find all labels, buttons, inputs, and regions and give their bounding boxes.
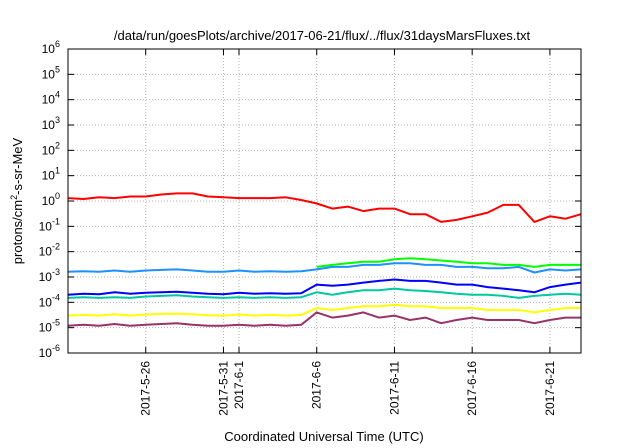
- y-tick-label: 106: [42, 39, 60, 56]
- y-tick-label: 10-6: [39, 343, 60, 360]
- y-tick-exponent: -3: [52, 267, 60, 277]
- y-axis-label-superscript: 2: [9, 195, 19, 200]
- y-tick-label: 10-2: [39, 242, 60, 259]
- series-line-1: [67, 192, 582, 223]
- series-line-6: [67, 303, 581, 317]
- x-tick-label: 2017-6-21: [543, 361, 557, 416]
- y-tick-exponent: 5: [55, 64, 60, 74]
- grid-lines: [68, 49, 581, 353]
- plot-frame: [67, 48, 582, 354]
- series-line-2: [316, 257, 581, 268]
- x-axis-ticks: 2017-5-26 2017-5-31 2017-6-1 2017-6-6 2017-6…: [139, 49, 557, 416]
- y-tick-label: 10-4: [39, 292, 60, 309]
- y-tick-exponent: 0: [55, 191, 60, 201]
- x-tick-label: 2017-6-11: [387, 361, 401, 415]
- y-tick-label: 102: [42, 140, 60, 157]
- y-tick-exponent: -4: [52, 292, 60, 302]
- chart-title: /data/run/goesPlots/archive/2017-06-21/f…: [114, 28, 531, 43]
- x-tick-label: 2017-5-31: [216, 361, 230, 416]
- y-axis-label-suffix: -s-sr-MeV: [10, 137, 25, 194]
- y-tick-base: 10: [42, 118, 56, 132]
- y-tick-base: 10: [39, 245, 53, 259]
- y-axis-label-prefix: protons/cm: [10, 200, 25, 264]
- y-tick-exponent: -5: [52, 318, 60, 328]
- y-tick-label: 10-1: [39, 216, 60, 233]
- y-tick-exponent: 3: [55, 115, 60, 125]
- series-line-7: [67, 311, 581, 327]
- y-tick-exponent: 6: [55, 39, 60, 49]
- y-tick-base: 10: [42, 169, 56, 183]
- y-tick-base: 10: [39, 219, 53, 233]
- x-tick-label: 2017-6-16: [465, 361, 479, 416]
- x-tick-label: 2017-6-6: [310, 361, 324, 409]
- y-tick-exponent: 1: [55, 166, 60, 176]
- y-tick-exponent: 2: [55, 140, 60, 150]
- y-tick-exponent: 4: [55, 90, 60, 100]
- y-axis-label: protons/cm2-s-sr-MeV: [9, 137, 25, 264]
- x-tick-label: 2017-6-1: [232, 361, 246, 409]
- y-tick-base: 10: [42, 42, 56, 56]
- y-tick-base: 10: [39, 295, 53, 309]
- y-tick-label: 100: [42, 191, 60, 208]
- y-tick-exponent: -6: [52, 343, 60, 353]
- y-tick-exponent: -2: [52, 242, 60, 252]
- y-tick-label: 103: [42, 115, 60, 132]
- series-line-5: [67, 287, 582, 299]
- y-tick-base: 10: [39, 270, 53, 284]
- y-tick-label: 105: [42, 64, 60, 81]
- series-line-4: [67, 278, 582, 296]
- y-tick-base: 10: [42, 143, 56, 157]
- series-line-3: [67, 262, 582, 274]
- x-tick-label: 2017-5-26: [139, 361, 153, 416]
- y-tick-label: 10-3: [39, 267, 60, 284]
- y-tick-base: 10: [39, 346, 53, 360]
- y-tick-label: 101: [42, 166, 60, 183]
- x-axis-label: Coordinated Universal Time (UTC): [224, 429, 423, 444]
- y-axis-ticks: 10-610-510-410-310-210-11001011021031041…: [39, 39, 581, 360]
- y-tick-base: 10: [42, 93, 56, 107]
- y-tick-base: 10: [42, 67, 56, 81]
- y-tick-base: 10: [39, 321, 53, 335]
- series-layer: [67, 192, 582, 327]
- y-tick-exponent: -1: [52, 216, 60, 226]
- y-tick-label: 10-5: [39, 318, 60, 335]
- y-tick-base: 10: [42, 194, 56, 208]
- y-tick-label: 104: [42, 90, 60, 107]
